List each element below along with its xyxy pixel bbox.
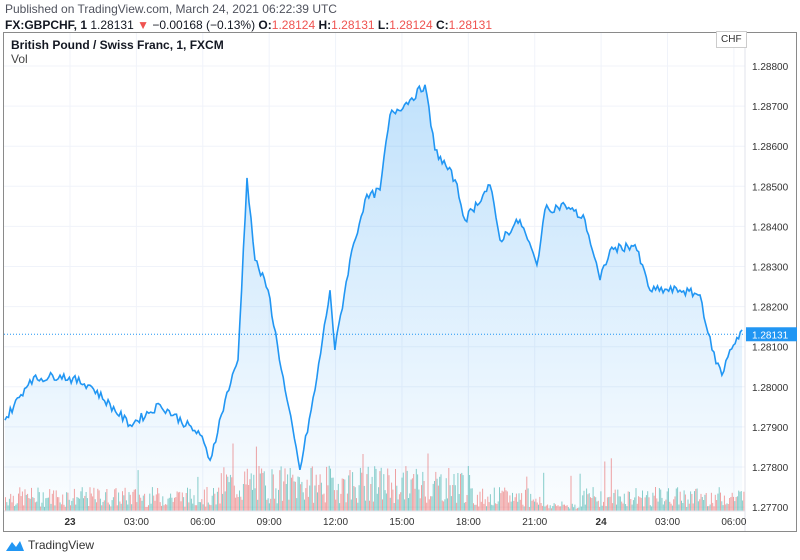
y-tick-label: 1.28500	[752, 182, 789, 193]
x-tick-label: 06:00	[721, 517, 746, 528]
close-label: C:	[435, 18, 449, 32]
quote-line: FX:GBPCHF, 1 1.28131 ▼ −0.00168 (−0.13%)…	[5, 18, 492, 32]
x-tick-label: 15:00	[389, 517, 414, 528]
y-tick-label: 1.28200	[752, 303, 789, 314]
volume-bar	[742, 500, 744, 511]
last-price-badge	[746, 327, 797, 342]
y-tick-label: 1.28100	[752, 343, 789, 354]
open-value: 1.28124	[271, 18, 316, 32]
y-tick-label: 1.28600	[752, 142, 789, 153]
chart-legend-title: British Pound / Swiss Franc, 1, FXCM	[11, 38, 224, 52]
x-tick-label: 06:00	[190, 517, 215, 528]
y-tick-label: 1.28300	[752, 263, 789, 274]
volume-legend: Vol	[11, 52, 28, 66]
open-label: O:	[258, 18, 272, 32]
tradingview-logo[interactable]: TradingView	[5, 538, 94, 552]
x-tick-label: 12:00	[323, 517, 348, 528]
low-label: L:	[377, 18, 390, 32]
y-tick-label: 1.28000	[752, 383, 789, 394]
symbol: FX:GBPCHF, 1	[5, 18, 88, 32]
currency-label[interactable]: CHF	[716, 31, 747, 48]
x-tick-label: 24	[596, 517, 608, 528]
x-tick-label: 03:00	[124, 517, 149, 528]
price-line	[4, 84, 743, 470]
last-price: 1.28131	[90, 18, 134, 32]
last-price-label: 1.28131	[752, 330, 789, 341]
x-tick-label: 21:00	[522, 517, 547, 528]
low-value: 1.28124	[389, 18, 433, 32]
chart-frame	[3, 32, 797, 532]
down-arrow-icon: ▼	[137, 18, 149, 32]
y-tick-label: 1.27700	[752, 503, 789, 514]
x-tick-label: 03:00	[655, 517, 680, 528]
x-tick-label: 23	[64, 517, 76, 528]
y-tick-label: 1.27800	[752, 463, 789, 474]
price-change: −0.00168 (−0.13%)	[152, 18, 256, 32]
y-tick-label: 1.28800	[752, 62, 789, 73]
published-note: Published on TradingView.com, March 24, …	[5, 2, 337, 16]
price-area	[4, 84, 743, 512]
y-tick-label: 1.27900	[752, 423, 789, 434]
tradingview-logo-icon	[6, 541, 24, 551]
brand-name: TradingView	[28, 538, 95, 552]
high-value: 1.28131	[331, 18, 375, 32]
y-tick-label: 1.28700	[752, 102, 789, 113]
volume-bar	[743, 491, 745, 511]
x-tick-label: 18:00	[456, 517, 481, 528]
y-tick-label: 1.28400	[752, 222, 789, 233]
high-label: H:	[318, 18, 332, 32]
x-tick-label: 09:00	[257, 517, 282, 528]
close-value: 1.28131	[448, 18, 493, 32]
